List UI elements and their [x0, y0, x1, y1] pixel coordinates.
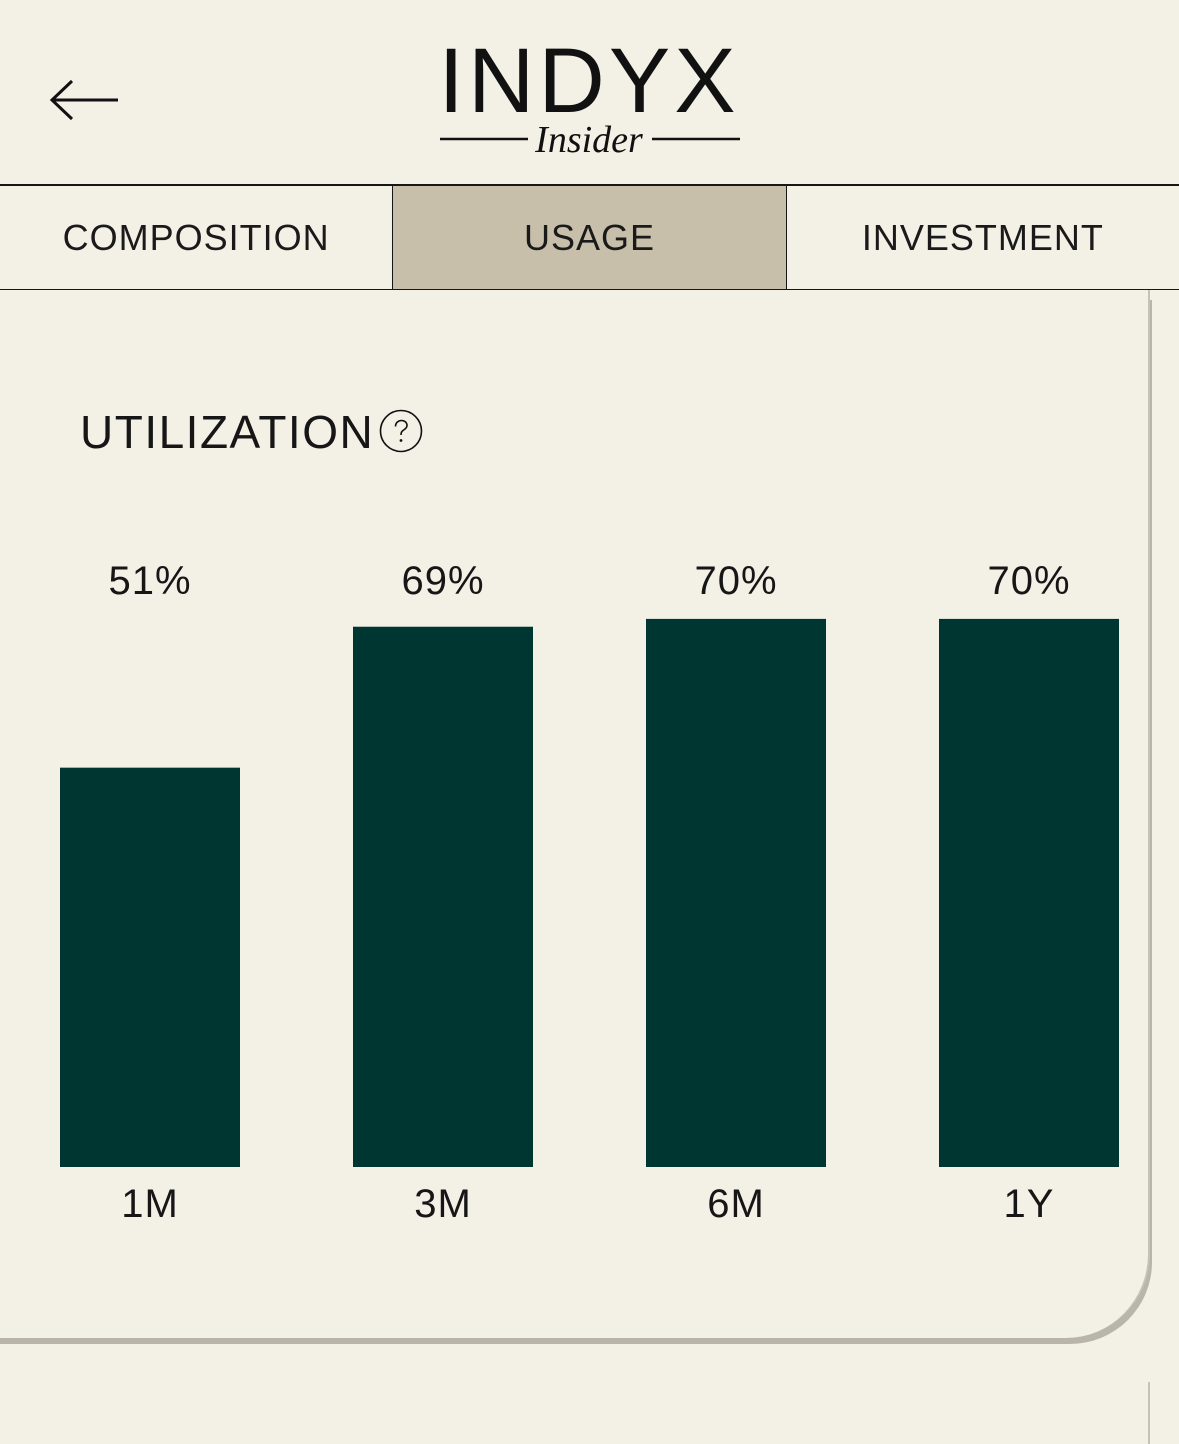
next-card-edge — [1148, 1382, 1150, 1444]
back-button[interactable] — [40, 62, 130, 132]
bar-6m[interactable] — [646, 618, 826, 1167]
logo-sub-text: Insider — [534, 119, 643, 161]
brand-logo: INDYX Insider — [438, 30, 740, 161]
bar-1y[interactable] — [939, 618, 1119, 1167]
card-title: UTILIZATION — [80, 406, 375, 458]
bar-1m[interactable] — [60, 767, 240, 1167]
tab-bar: COMPOSITION USAGE INVESTMENT — [0, 184, 1179, 290]
arrow-left-icon — [49, 79, 118, 121]
bar-3m[interactable] — [353, 626, 533, 1167]
tab-label: USAGE — [523, 216, 656, 258]
tab-label: COMPOSITION — [62, 216, 330, 258]
tab-investment[interactable]: INVESTMENT — [787, 186, 1179, 289]
tab-label: INVESTMENT — [861, 216, 1104, 258]
tab-usage[interactable]: USAGE — [392, 186, 787, 289]
question-circle-icon[interactable] — [379, 409, 423, 453]
tab-composition[interactable]: COMPOSITION — [0, 186, 392, 289]
header: INDYX Insider — [0, 0, 1179, 185]
logo-main-text: INDYX — [438, 30, 739, 132]
